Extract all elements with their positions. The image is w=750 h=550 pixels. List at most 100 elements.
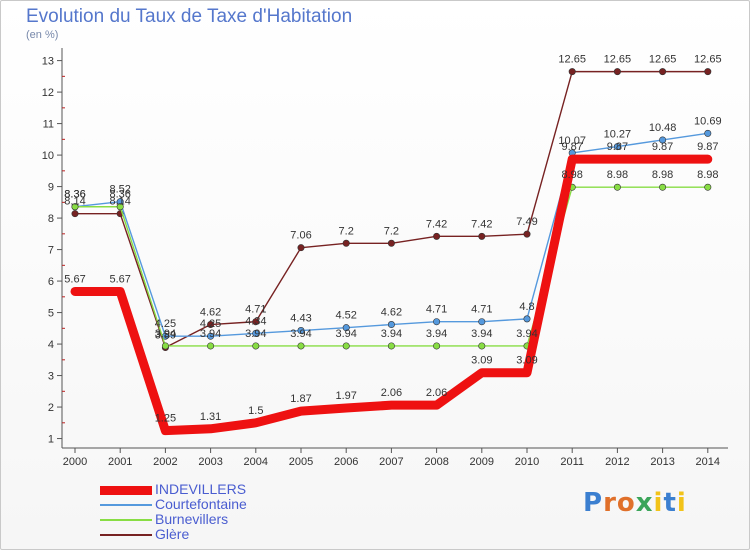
legend-swatch: [100, 534, 152, 536]
data-point: [478, 318, 486, 326]
data-label: 1.5: [248, 405, 263, 417]
data-label: 10.27: [604, 129, 632, 141]
data-label: 9.87: [697, 141, 718, 153]
data-label: 3.94: [290, 328, 311, 340]
x-tick-label: 2014: [696, 456, 720, 468]
data-label: 4.8: [519, 301, 534, 313]
logo-letter: o: [616, 488, 636, 518]
y-tick-label: 10: [42, 150, 54, 162]
data-label: 7.2: [339, 225, 354, 237]
legend-label: INDEVILLERS: [155, 481, 247, 497]
data-point: [433, 318, 441, 326]
legend-label: Glère: [155, 526, 190, 542]
series-line-indevillers: [70, 154, 713, 436]
x-tick-label: 2007: [379, 456, 403, 468]
y-tick-label: 7: [48, 245, 54, 257]
data-label: 4.25: [155, 318, 176, 330]
data-label: 8.52: [109, 184, 130, 196]
data-label: 1.31: [200, 411, 221, 423]
legend-swatch: [100, 519, 152, 521]
x-tick-label: 2002: [153, 456, 177, 468]
data-label: 10.69: [694, 115, 722, 127]
data-label: 5.67: [109, 273, 130, 285]
x-tick-label: 2009: [470, 456, 494, 468]
data-point: [704, 129, 712, 137]
data-label: 8.98: [561, 169, 582, 181]
data-label: 2.06: [426, 387, 447, 399]
legend-item-burnevillers: Burnevillers: [100, 511, 360, 527]
data-label: 3.09: [516, 355, 537, 367]
legend-label: Courtefontaine: [155, 496, 247, 512]
logo-letter: P: [583, 488, 604, 518]
y-tick-label: 1: [48, 434, 54, 446]
data-label: 7.42: [426, 218, 447, 230]
data-label: 12.65: [558, 54, 586, 66]
x-tick-label: 2004: [244, 456, 268, 468]
legend-item-indevillers: INDEVILLERS: [100, 481, 360, 497]
data-label: 3.94: [381, 328, 402, 340]
data-point: [252, 342, 260, 350]
y-tick-label: 12: [42, 87, 54, 99]
data-point: [478, 232, 486, 240]
x-tick-label: 2006: [334, 456, 358, 468]
x-tick-label: 2008: [424, 456, 448, 468]
data-label: 8.36: [109, 189, 130, 201]
data-label: 3.94: [155, 328, 176, 340]
data-point: [659, 183, 667, 191]
chart-subtitle: (en %): [26, 29, 59, 41]
data-point: [342, 324, 350, 332]
data-label: 3.94: [245, 328, 266, 340]
data-point: [252, 318, 260, 326]
data-point: [523, 230, 531, 238]
x-tick-label: 2010: [515, 456, 539, 468]
data-point: [613, 183, 621, 191]
y-tick-label: 13: [42, 56, 54, 68]
data-point: [207, 332, 215, 340]
data-point: [659, 136, 667, 144]
data-point: [704, 68, 712, 76]
logo-letter: i: [653, 488, 664, 518]
data-label: 9.87: [607, 141, 628, 153]
data-label: 8.98: [652, 169, 673, 181]
y-tick-label: 6: [48, 276, 54, 288]
logo-letter: r: [603, 488, 617, 518]
data-label: 4.71: [426, 304, 447, 316]
data-label: 10.48: [649, 122, 677, 134]
x-tick-label: 2012: [605, 456, 629, 468]
data-label: 3.09: [471, 355, 492, 367]
data-label: 7.49: [516, 216, 537, 228]
legend-swatch: [100, 504, 152, 506]
data-label: 2.06: [381, 387, 402, 399]
data-label: 3.94: [335, 328, 356, 340]
data-label: 3.89: [155, 330, 176, 342]
data-label: 4.43: [290, 313, 311, 325]
data-label: 4.62: [381, 307, 402, 319]
data-label: 1.87: [290, 393, 311, 405]
data-label: 1.25: [155, 413, 176, 425]
data-label: 3.94: [471, 328, 492, 340]
data-point: [433, 342, 441, 350]
data-point: [523, 315, 531, 323]
data-point: [342, 239, 350, 247]
x-tick-label: 2005: [289, 456, 313, 468]
data-point: [207, 342, 215, 350]
proxiti-logo: Proxiti: [583, 488, 687, 518]
x-tick-label: 2011: [560, 456, 584, 468]
data-label: 4.25: [200, 318, 221, 330]
y-tick-label: 3: [48, 371, 54, 383]
chart-title: Evolution du Taux de Taxe d'Habitation: [26, 6, 353, 27]
x-tick-label: 2013: [650, 456, 674, 468]
data-point: [297, 244, 305, 252]
data-label: 9.87: [652, 141, 673, 153]
y-tick-label: 8: [48, 213, 54, 225]
data-label: 4.71: [245, 304, 266, 316]
data-label: 8.36: [64, 189, 85, 201]
legend-item-courtefontaine: Courtefontaine: [100, 496, 360, 512]
data-point: [297, 327, 305, 335]
data-label: 9.87: [561, 141, 582, 153]
y-tick-label: 2: [48, 402, 54, 414]
y-tick-label: 5: [48, 308, 54, 320]
data-label: 7.06: [290, 230, 311, 242]
